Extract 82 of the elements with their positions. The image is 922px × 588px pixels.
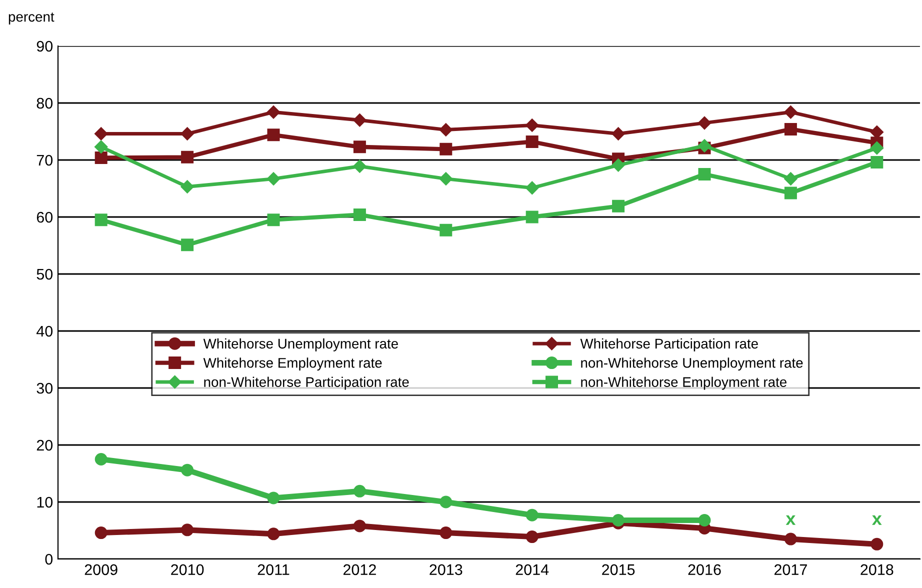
y-tick-label: 30 [36,382,53,394]
point [698,514,711,526]
point [612,200,625,212]
point [180,127,194,140]
point [267,492,280,504]
y-tick-label: 60 [36,212,53,223]
annotation: x [786,515,796,525]
point [353,160,366,173]
point [526,530,538,544]
y-tick-label: 50 [36,268,53,280]
y-tick-label: 0 [45,554,53,565]
legend-label: Whitehorse Unemployment rate [203,338,398,352]
point [267,214,280,226]
y-tick-label: 90 [36,40,53,52]
y-axis-title: percent [8,12,54,24]
x-tick-label: 2014 [516,564,549,576]
point [267,528,280,540]
point [180,180,194,194]
point [353,520,366,532]
legend-label: non-Whitehorse Employment rate [581,376,786,390]
point [698,168,711,180]
point [698,116,712,130]
point [612,158,625,172]
point [267,128,280,142]
point [526,508,538,522]
point [784,172,798,186]
x-tick-label: 2009 [84,564,118,576]
point [94,214,108,226]
point [94,127,108,140]
point [612,514,625,526]
point [870,156,884,169]
point [784,532,797,546]
point [784,122,797,136]
point [353,140,366,154]
point [181,238,194,252]
point [181,524,194,536]
point [266,172,280,186]
legend-label: Whitehorse Participation rate [580,338,758,352]
point [612,127,625,140]
point [440,526,452,540]
point [526,118,539,132]
point [94,526,108,540]
point [440,142,452,156]
point [870,125,884,139]
point [353,208,366,221]
annotation: x [872,515,882,525]
point [94,151,108,164]
point [526,136,538,148]
point [698,139,712,152]
x-tick-label: 2017 [774,564,807,576]
y-tick-label: 80 [36,98,53,109]
point [439,172,452,186]
point [784,106,798,119]
point [784,186,797,200]
point [440,496,452,508]
y-tick-label: 20 [36,440,53,451]
x-tick-label: 2011 [258,564,290,576]
point [353,484,366,498]
x-tick-label: 2015 [602,564,635,576]
y-tick-label: 40 [36,326,53,337]
point [870,538,884,550]
point [526,210,538,224]
legend-label: non-Whitehorse Unemployment rate [581,358,803,371]
point [526,181,539,195]
x-tick-label: 2010 [171,564,204,576]
x-tick-label: 2016 [688,564,721,576]
legend-label: Whitehorse Employment rate [203,358,382,371]
point [440,224,452,236]
point [181,464,194,476]
x-tick-label: 2013 [430,564,462,576]
point [266,106,280,119]
point [181,150,194,164]
x-tick-label: 2018 [860,564,894,576]
point [870,141,884,155]
legend-label: non-Whitehorse Participation rate [204,376,409,390]
x-tick-label: 2012 [343,564,376,576]
point [94,453,108,466]
y-tick-label: 10 [37,496,53,508]
point [353,114,366,127]
y-tick-label: 70 [36,154,53,166]
point [439,123,452,136]
point [94,140,108,154]
